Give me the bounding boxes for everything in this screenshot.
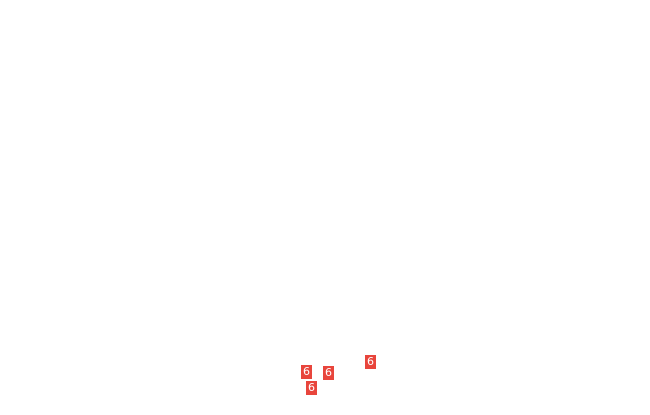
badge-marker[interactable]: 6: [323, 366, 334, 380]
badge-marker[interactable]: 6: [306, 381, 317, 395]
badge-marker[interactable]: 6: [365, 355, 376, 369]
badge-marker[interactable]: 6: [301, 365, 312, 379]
